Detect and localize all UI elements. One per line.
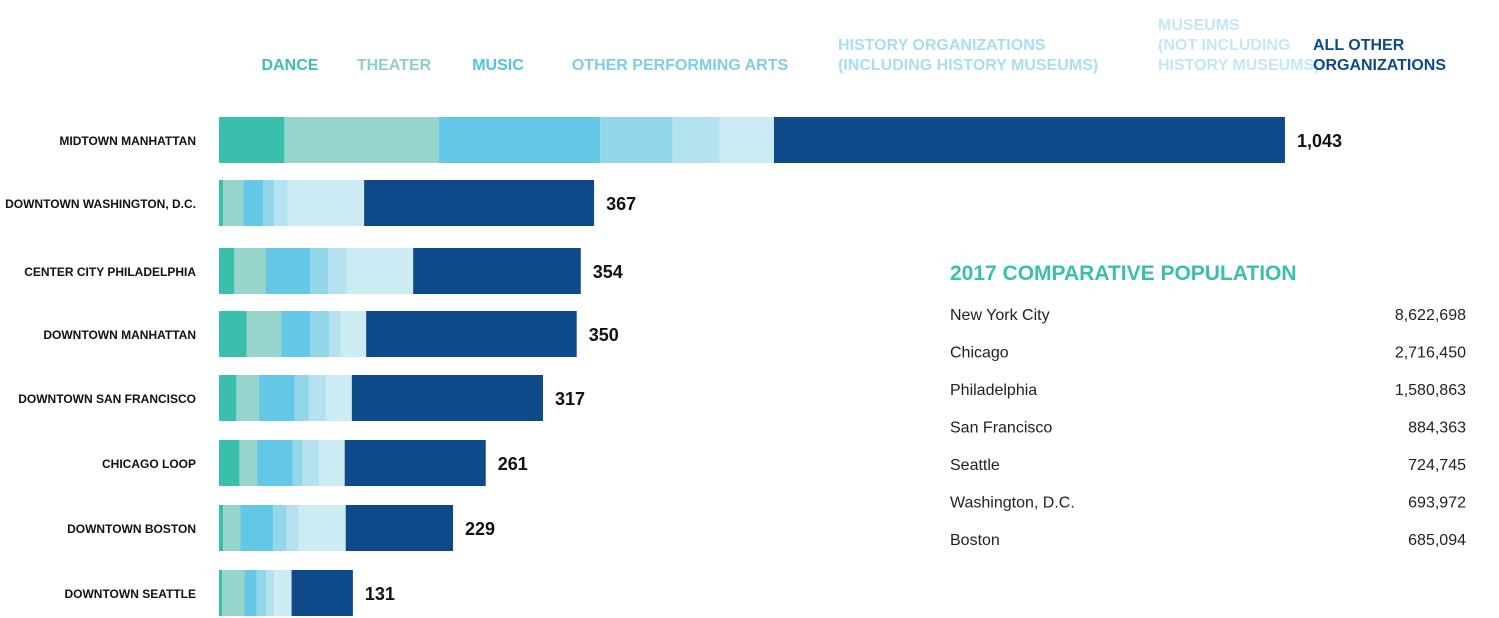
category-label: DOWNTOWN WASHINGTON, D.C. [5, 197, 196, 211]
bar-segment [287, 180, 365, 226]
bar-segment [219, 311, 247, 357]
bar-segment [319, 440, 345, 486]
total-label: 261 [498, 454, 528, 474]
bar-segment [328, 248, 347, 294]
table-population: 724,745 [1408, 457, 1466, 474]
total-label: 367 [606, 194, 636, 214]
bar-segment [308, 375, 327, 421]
table-city: Chicago [950, 345, 1009, 362]
category-label: DOWNTOWN MANHATTAN [43, 328, 196, 342]
bar-segment [222, 570, 245, 616]
bar-segment [281, 311, 310, 357]
bar-segment [345, 505, 454, 551]
bar-segment [309, 311, 330, 357]
legend-label: MUSIC [472, 57, 524, 74]
legend-label: DANCE [262, 57, 319, 74]
bar-segment [274, 180, 288, 226]
table-population: 8,622,698 [1395, 307, 1466, 324]
table-population: 2,716,450 [1395, 345, 1466, 362]
bar-segment [672, 117, 720, 163]
category-label: MIDTOWN MANHATTAN [59, 134, 196, 148]
category-label: DOWNTOWN SEATTLE [64, 587, 196, 601]
bar-segment [246, 311, 282, 357]
table-city: Boston [950, 532, 1000, 549]
bar-segment [326, 375, 352, 421]
bar-segment [240, 505, 274, 551]
bar-segment [243, 180, 263, 226]
bar-segment [364, 180, 595, 226]
table-population: 693,972 [1408, 495, 1466, 512]
bar-segment [773, 117, 1285, 163]
total-label: 1,043 [1297, 131, 1342, 151]
bar-segment [344, 440, 486, 486]
bar-segment [219, 248, 235, 294]
category-label: DOWNTOWN BOSTON [67, 522, 196, 536]
bar-segment [219, 505, 224, 551]
bar-segment [366, 311, 577, 357]
bar-segment [340, 311, 367, 357]
bar-segment [292, 440, 303, 486]
total-label: 131 [365, 584, 395, 604]
bar-segment [719, 117, 774, 163]
bar-segment [219, 117, 285, 163]
bar-segment [309, 248, 329, 294]
category-label: DOWNTOWN SAN FRANCISCO [18, 392, 196, 406]
bar-segment [234, 248, 267, 294]
total-label: 350 [589, 325, 619, 345]
bar-segment [291, 570, 353, 616]
table-city: San Francisco [950, 420, 1052, 437]
total-label: 317 [555, 389, 585, 409]
bar-segment [298, 505, 346, 551]
bar-segment [302, 440, 320, 486]
bar-segment [256, 440, 293, 486]
bar-segment [274, 570, 292, 616]
category-label: CHICAGO LOOP [102, 457, 196, 471]
bar-segment [286, 505, 299, 551]
bar-segment [438, 117, 601, 163]
bar-segment [273, 505, 287, 551]
legend-label: ALL OTHER ORGANIZATIONS [1313, 37, 1446, 74]
table-city: New York City [950, 307, 1050, 324]
bar-segment [223, 505, 241, 551]
bar-segment [239, 440, 257, 486]
table-city: Philadelphia [950, 382, 1037, 399]
bar-segment [223, 180, 244, 226]
bar-segment [346, 248, 414, 294]
total-label: 229 [465, 519, 495, 539]
table-population: 1,580,863 [1395, 382, 1466, 399]
bar-segment [294, 375, 309, 421]
table-population: 884,363 [1408, 420, 1466, 437]
bar-segment [244, 570, 257, 616]
table-title: 2017 COMPARATIVE POPULATION [950, 262, 1297, 285]
bar-segment [262, 180, 275, 226]
legend-label: HISTORY ORGANIZATIONS (INCLUDING HISTORY … [838, 37, 1098, 74]
bar-segment [600, 117, 673, 163]
bar-segment [413, 248, 581, 294]
legend-label: OTHER PERFORMING ARTS [572, 57, 789, 74]
table-population: 685,094 [1408, 532, 1466, 549]
bar-segment [219, 440, 240, 486]
bar-segment [219, 375, 237, 421]
bar-segment [329, 311, 341, 357]
bar-segment [236, 375, 259, 421]
bar-segment [284, 117, 439, 163]
total-label: 354 [593, 262, 623, 282]
bar-segment [266, 570, 275, 616]
table-city: Washington, D.C. [950, 495, 1075, 512]
bar-segment [256, 570, 267, 616]
bar-segment [258, 375, 295, 421]
bar-segment [219, 180, 224, 226]
legend-label: MUSEUMS (NOT INCLUDING HISTORY MUSEUMS) [1158, 17, 1320, 74]
bar-segment [219, 570, 223, 616]
bar-segment [351, 375, 543, 421]
category-label: CENTER CITY PHILADELPHIA [24, 265, 196, 279]
table-city: Seattle [950, 457, 1000, 474]
bar-segment [266, 248, 310, 294]
legend-label: THEATER [357, 57, 432, 74]
